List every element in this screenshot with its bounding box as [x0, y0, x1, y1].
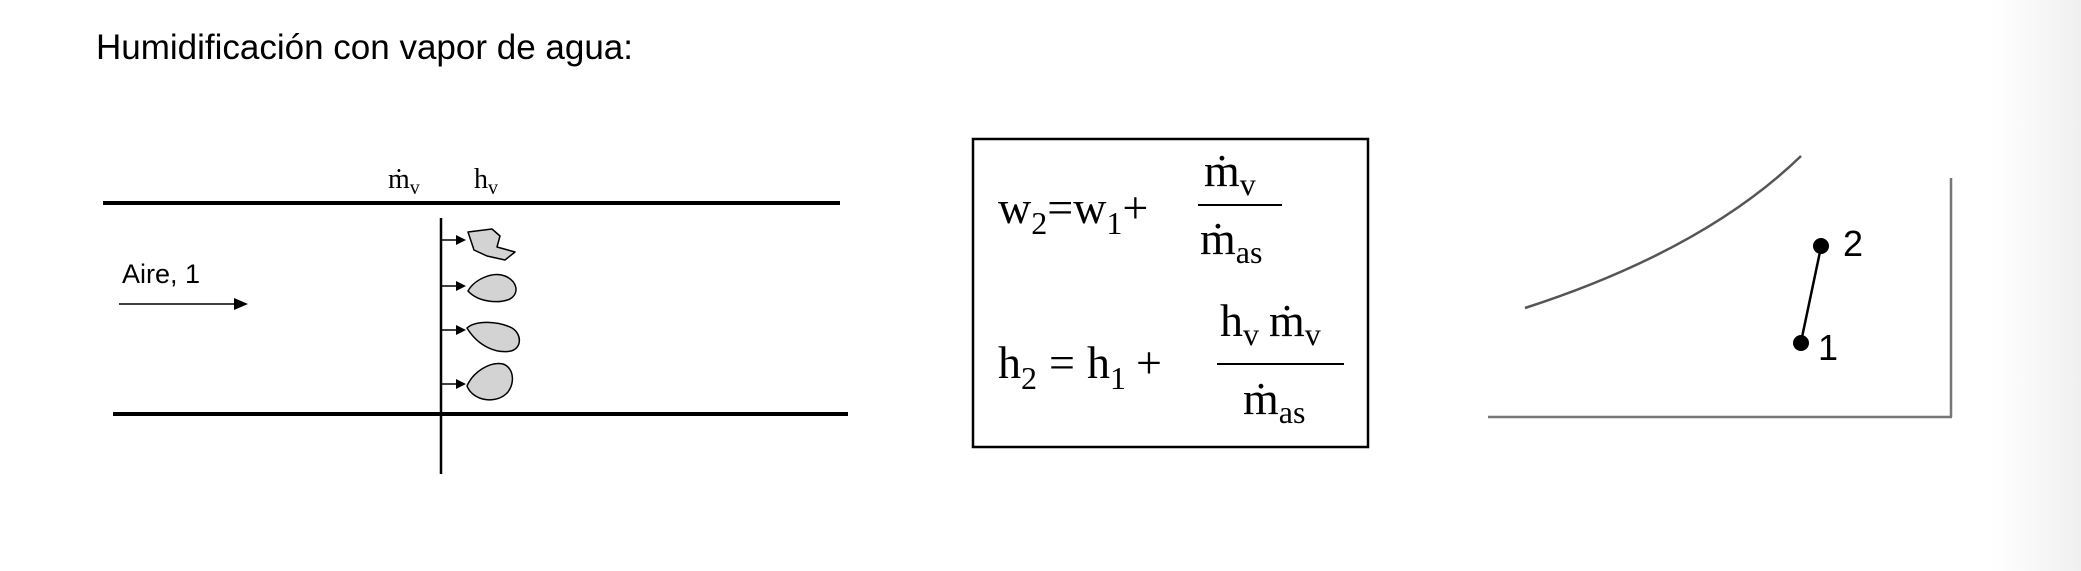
saturation-curve — [1524, 155, 1802, 310]
injection-arrow — [442, 281, 466, 291]
equations-frame — [971, 137, 1370, 449]
steam-droplet — [466, 362, 514, 401]
state-point-2 — [1813, 238, 1829, 254]
svg-text:ṁas: ṁas — [1200, 213, 1262, 270]
state-point-2-label: 2 — [1843, 223, 1863, 264]
state-point-1-label: 1 — [1818, 327, 1838, 368]
process-line — [1799, 246, 1823, 343]
inlet-arrow — [119, 298, 248, 310]
mass-flow-label: ṁv — [388, 164, 420, 199]
right-edge-shading — [1991, 0, 2081, 571]
equation-humidity-ratio: w2=w1+ ṁv ṁas — [998, 145, 1282, 270]
steam-droplet — [467, 273, 517, 303]
svg-text:w2=w1+: w2=w1+ — [998, 182, 1148, 241]
psychrometric-sketch: 1 2 — [1488, 155, 1953, 419]
equations-box: w2=w1+ ṁv ṁas h2 = h1 + hv ṁv ṁas — [971, 137, 1370, 449]
enthalpy-label: hv — [474, 164, 498, 199]
injection-arrow — [442, 379, 466, 389]
steam-droplet — [467, 228, 516, 261]
svg-text:ṁas: ṁas — [1243, 373, 1305, 430]
injection-arrow — [442, 235, 466, 245]
svg-text:ṁv: ṁv — [1204, 145, 1256, 202]
svg-text:h2=h1+: h2 = h1 + — [998, 337, 1162, 396]
inlet-air-label: Aire, 1 — [122, 259, 200, 289]
equation-enthalpy: h2 = h1 + hv ṁv ṁas — [998, 295, 1344, 430]
state-point-1 — [1793, 335, 1809, 351]
duct-diagram: ṁv hv Aire, 1 — [103, 164, 848, 474]
injection-arrow — [442, 325, 466, 335]
page-title: Humidificación con vapor de agua: — [96, 28, 633, 67]
steam-droplet — [466, 321, 521, 353]
